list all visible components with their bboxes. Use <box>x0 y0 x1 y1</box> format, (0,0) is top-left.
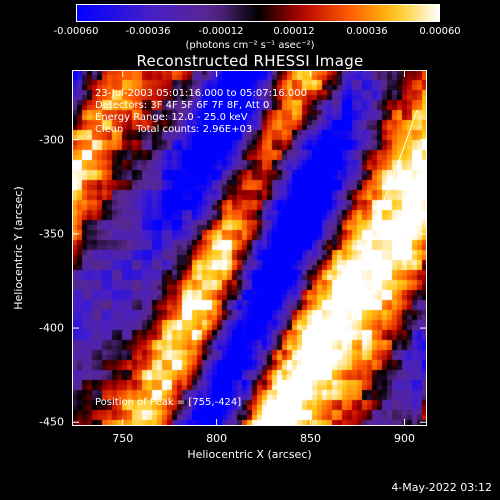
y-tick-label: -400 <box>39 321 64 335</box>
timestamp-footer: 4-May-2022 03:12 <box>391 481 492 494</box>
x-tick-label: 900 <box>393 432 415 445</box>
colorbar-tick: 0.00036 <box>346 26 388 37</box>
energy-range-text: Energy Range: 12.0 - 25.0 keV <box>95 112 248 123</box>
total-counts-text: Clean Total counts: 2.96E+03 <box>95 124 253 135</box>
chart-title: Reconstructed RHESSI Image <box>136 52 364 70</box>
colorbar-tick: -0.00036 <box>125 26 171 37</box>
y-tick-label: -300 <box>39 133 64 147</box>
colorbar <box>76 4 440 22</box>
time-range-text: 23-Jul-2003 05:01:16.000 to 05:07:16.000 <box>95 88 307 99</box>
solar-limb-curve <box>274 109 418 426</box>
x-axis-label: Heliocentric X (arcsec) <box>187 448 312 461</box>
colorbar-tick: -0.00060 <box>53 26 99 37</box>
plot-overlay <box>274 109 418 426</box>
y-tick-label: -450 <box>39 415 64 429</box>
y-tick-label: -350 <box>39 227 64 241</box>
colorbar-labels: -0.00060 -0.00036 -0.00012 0.00012 0.000… <box>0 0 500 60</box>
heatmap-plot <box>72 70 427 426</box>
y-axis-label: Heliocentric Y (arcsec) <box>12 186 25 310</box>
colorbar-tick: 0.00012 <box>273 26 315 37</box>
x-tick-label: 800 <box>206 432 228 445</box>
heatmap-image <box>72 70 427 426</box>
colorbar-tick: 0.00060 <box>419 26 461 37</box>
colorbar-unit-label: (photons cm⁻² s⁻¹ asec⁻²) <box>185 40 315 51</box>
x-tick-label: 850 <box>300 432 322 445</box>
observation-info: 23-Jul-2003 05:01:16.000 to 05:07:16.000… <box>95 88 307 136</box>
x-tick-label: 750 <box>112 432 134 445</box>
colorbar-tick: -0.00012 <box>198 26 244 37</box>
detectors-text: Detectors: 3F 4F 5F 6F 7F 8F, Att 0 <box>95 100 270 111</box>
peak-position-text: Position of Peak = [755,-424] <box>95 397 242 408</box>
